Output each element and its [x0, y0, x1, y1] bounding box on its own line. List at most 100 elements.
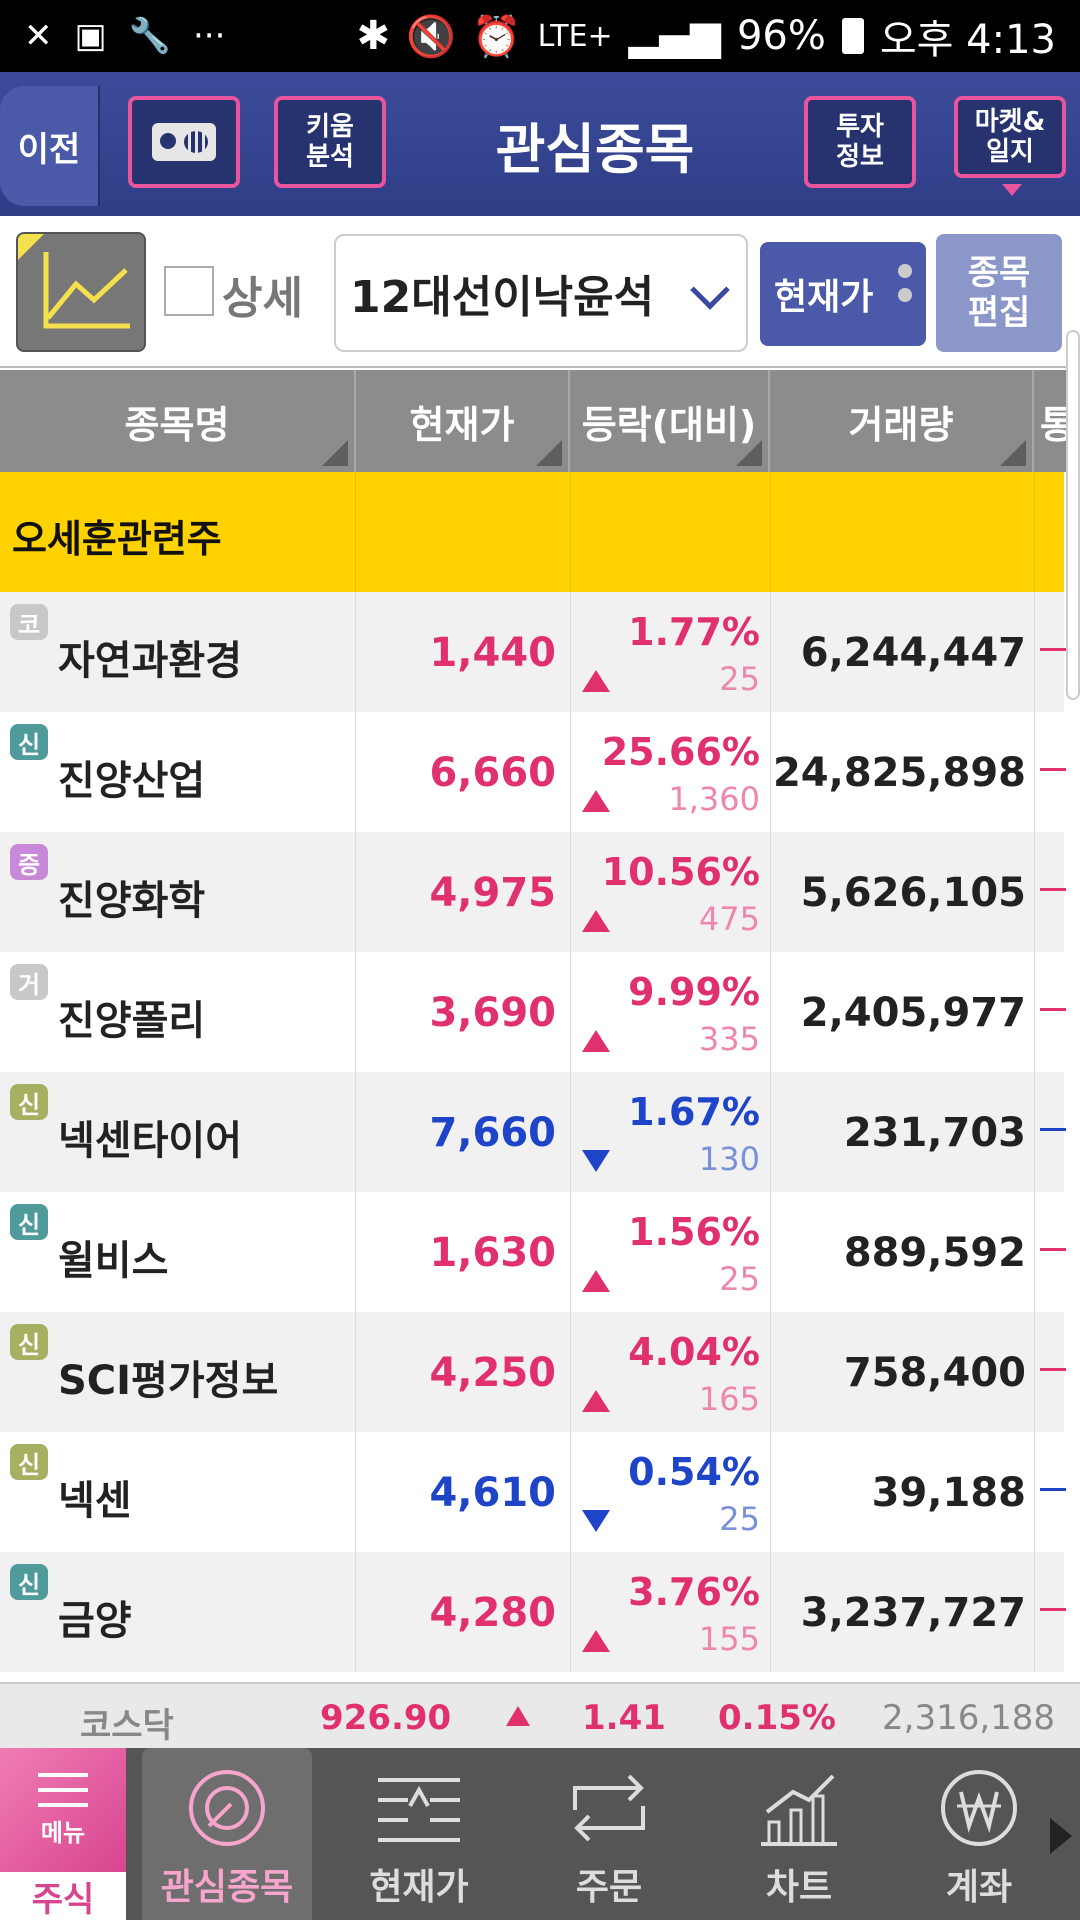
stock-name: 넥센타이어 [58, 1118, 242, 1164]
sort-icon [322, 440, 348, 466]
nav-current-price[interactable]: 현재가 [334, 1748, 504, 1920]
nav-chart[interactable]: 차트 [714, 1748, 884, 1920]
stock-name: 진양폴리 [58, 998, 206, 1044]
up-arrow-icon [582, 790, 610, 812]
stock-price: 4,250 [429, 1350, 556, 1396]
edit-label-1: 종목 [967, 253, 1031, 293]
status-icons-left: ✕ ▣ 🔧 ··· [24, 16, 225, 56]
trade-volume: 24,825,898 [772, 750, 1026, 796]
back-button[interactable]: 이전 [0, 86, 100, 206]
stock-name: 자연과환경 [58, 638, 242, 684]
stock-tab[interactable]: 주식 [0, 1872, 126, 1920]
trade-volume: 758,400 [843, 1350, 1026, 1396]
nav-order-label: 주문 [575, 1867, 643, 1908]
radio-button[interactable] [128, 96, 240, 188]
mini-candle-icon [1040, 888, 1066, 891]
market-badge: 증 [10, 844, 48, 880]
nav-current-price-label: 현재가 [369, 1867, 469, 1908]
change-amount: 155 [698, 1620, 760, 1658]
mini-candle-icon [1040, 1608, 1066, 1611]
up-arrow-icon [506, 1706, 530, 1726]
nav-watchlist[interactable]: 관심종목 [142, 1748, 312, 1920]
mini-candle-icon [1040, 1368, 1066, 1371]
change-percent: 1.77% [628, 610, 760, 654]
table-row[interactable]: 증 진양화학 4,975 10.56% 475 5,626,105 [0, 832, 1066, 952]
stock-name: 넥센 [58, 1478, 132, 1524]
nav-next-icon[interactable] [1050, 1818, 1072, 1854]
mini-candle-icon [1040, 1488, 1066, 1491]
invest-label-2: 정보 [836, 142, 884, 172]
column-price-label: 현재가 [409, 402, 515, 447]
column-volume-label: 거래량 [848, 402, 954, 447]
status-icons-right: ✱ 🔇 ⏰ LTE+ ▂▄▆ 96% 오후 4:13 [357, 7, 1056, 65]
stock-price: 4,610 [429, 1470, 556, 1516]
change-amount: 25 [719, 1500, 760, 1538]
missed-call-icon: ✕ [24, 16, 53, 56]
table-row[interactable]: 신 진양산업 6,660 25.66% 1,360 24,825,898 [0, 712, 1066, 832]
app-header: 이전 키움 분석 관심종목 투자 정보 마켓& 일지 [0, 72, 1080, 216]
change-amount: 1,360 [668, 780, 760, 818]
more-icon: ··· [192, 16, 226, 56]
index-ticker[interactable]: 코스닥 926.90 1.41 0.15% 2,316,188 [0, 1682, 1080, 1748]
table-row[interactable]: 코 자연과환경 1,440 1.77% 25 6,244,447 [0, 592, 1066, 712]
table-row[interactable]: 신 윌비스 1,630 1.56% 25 889,592 [0, 1192, 1066, 1312]
edit-stocks-button[interactable]: 종목 편집 [936, 234, 1062, 352]
change-percent: 3.76% [628, 1570, 760, 1614]
column-header-change[interactable]: 등락(대비) [570, 370, 770, 472]
nav-account-label: 계좌 [945, 1867, 1013, 1908]
table-row[interactable]: 신 금양 4,280 3.76% 155 3,237,727 [0, 1552, 1066, 1672]
group-header-row[interactable]: 오세훈관련주 [0, 472, 1064, 592]
battery-icon [841, 18, 864, 54]
swap-icon [573, 1774, 645, 1842]
invest-info-button[interactable]: 투자 정보 [804, 96, 916, 188]
trade-volume: 889,592 [843, 1230, 1026, 1276]
chart-toggle-button[interactable] [16, 232, 146, 352]
down-arrow-icon [582, 1150, 610, 1172]
table-row[interactable]: 신 SCI평가정보 4,250 4.04% 165 758,400 [0, 1312, 1066, 1432]
nav-order[interactable]: 주문 [524, 1748, 694, 1920]
bottom-navigation: 메뉴 주식 관심종목 현재가 주문 [0, 1748, 1080, 1920]
market-badge: 코 [10, 604, 48, 640]
nav-account[interactable]: 계좌 [894, 1748, 1064, 1920]
column-change-label: 등락(대비) [581, 402, 757, 447]
market-badge: 신 [10, 1084, 48, 1120]
stock-price: 1,630 [429, 1230, 556, 1276]
up-arrow-icon [582, 1630, 610, 1652]
detail-checkbox[interactable] [164, 266, 214, 316]
table-row[interactable]: 신 넥센타이어 7,660 1.67% 130 231,703 [0, 1072, 1066, 1192]
stock-price: 7,660 [429, 1110, 556, 1156]
market-label-2: 일지 [986, 137, 1034, 167]
up-arrow-icon [582, 1390, 610, 1412]
group-select[interactable]: 12대선이낙윤석 [334, 234, 748, 352]
kiwoom-analysis-button[interactable]: 키움 분석 [274, 96, 386, 188]
table-row[interactable]: 신 넥센 4,610 0.54% 25 39,188 [0, 1432, 1066, 1552]
market-badge: 거 [10, 964, 48, 1000]
menu-button[interactable]: 메뉴 [0, 1748, 126, 1872]
bluetooth-icon: ✱ [356, 13, 391, 59]
trade-volume: 231,703 [843, 1110, 1026, 1156]
trade-volume: 6,244,447 [800, 630, 1026, 676]
radio-icon [152, 123, 216, 161]
change-percent: 9.99% [628, 970, 760, 1014]
table-row[interactable]: 거 진양폴리 3,690 9.99% 335 2,405,977 [0, 952, 1066, 1072]
change-percent: 1.67% [628, 1090, 760, 1134]
index-name: 코스닥 [80, 1706, 174, 1746]
market-journal-button[interactable]: 마켓& 일지 [954, 96, 1066, 178]
mini-candle-icon [1040, 1128, 1066, 1131]
stock-price: 6,660 [429, 750, 556, 796]
kiwoom-label-1: 키움 [306, 112, 354, 142]
column-header-price[interactable]: 현재가 [356, 370, 570, 472]
sort-icon [536, 440, 562, 466]
nav-chart-label: 차트 [765, 1867, 833, 1908]
market-badge: 신 [10, 1564, 48, 1600]
price-mode-button[interactable]: 현재가 [760, 242, 926, 346]
scrollbar[interactable] [1066, 330, 1080, 700]
nav-watchlist-label: 관심종목 [160, 1867, 294, 1908]
network-type: LTE+ [537, 18, 613, 54]
up-arrow-icon [582, 1030, 610, 1052]
trade-volume: 2,405,977 [800, 990, 1026, 1036]
mute-icon: 🔇 [406, 13, 456, 60]
column-header-name[interactable]: 종목명 [0, 370, 356, 472]
column-header-volume[interactable]: 거래량 [770, 370, 1034, 472]
status-bar: ✕ ▣ 🔧 ··· ✱ 🔇 ⏰ LTE+ ▂▄▆ 96% 오후 4:13 [0, 0, 1080, 72]
